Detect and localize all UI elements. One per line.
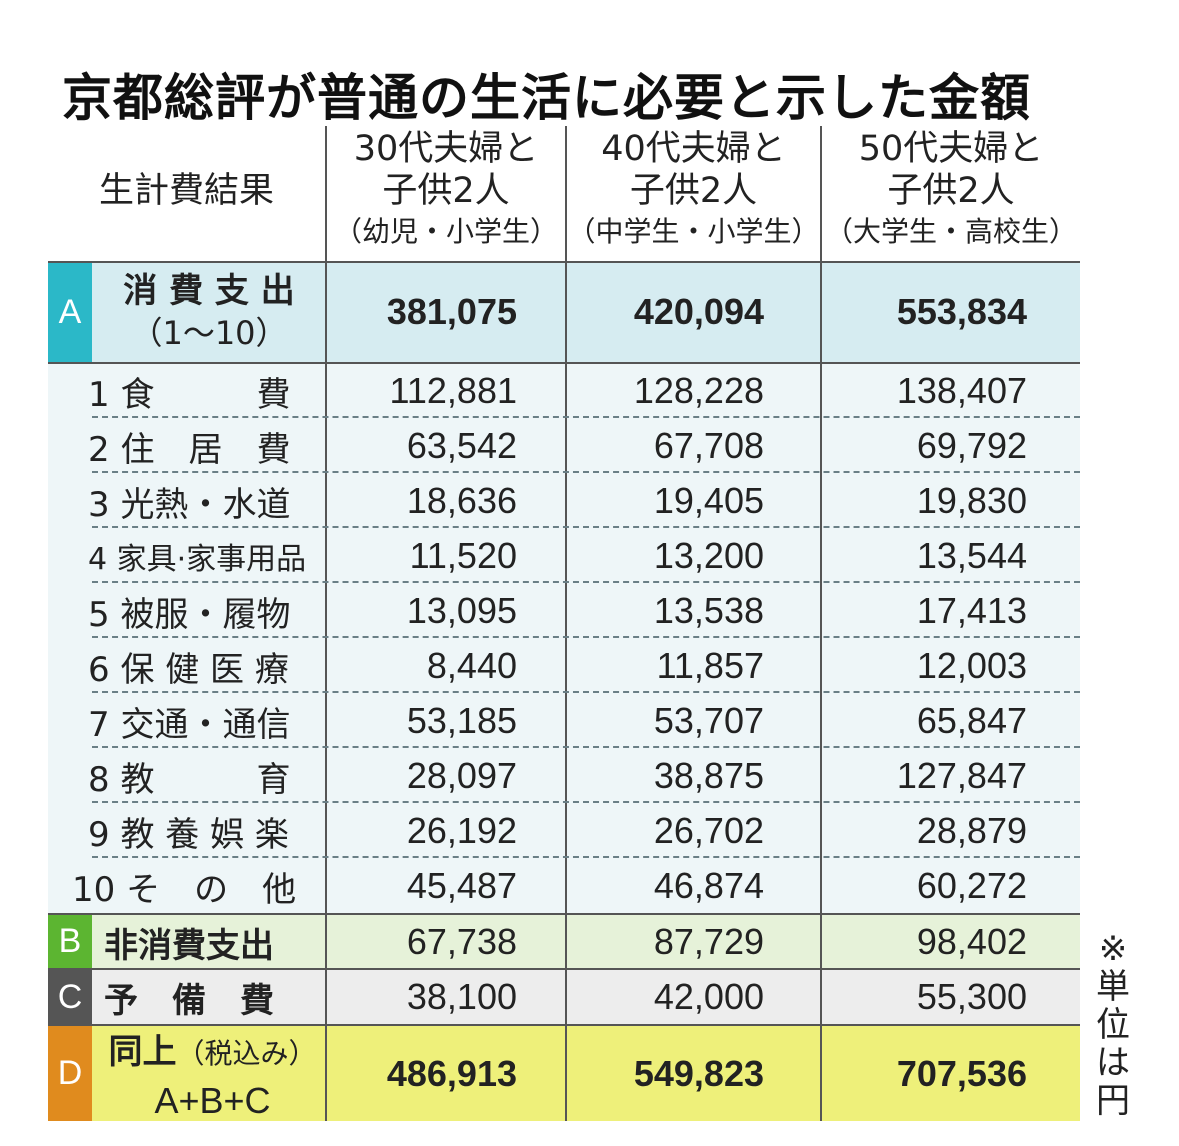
item-value: 26,702: [653, 810, 764, 851]
row-c-value-50s: 55,300: [916, 976, 1027, 1017]
row-d-value-40s: 549,823: [633, 1052, 764, 1094]
row-c-value-30s: 38,100: [406, 976, 517, 1017]
item-value: 53,185: [406, 700, 517, 741]
item-label: 4 家具·家事用品: [88, 542, 307, 577]
item-value: 18,636: [406, 480, 517, 521]
header-col-30s: 30代夫婦と 子供2人 （幼児・小学生）: [333, 129, 558, 248]
row-c-value-40s: 42,000: [653, 976, 764, 1017]
row-a-label: 消 費 支 出 （1〜10）: [123, 271, 295, 352]
item-label: 5 被服・履物: [88, 594, 291, 635]
item-label: 8 教 育: [88, 759, 291, 800]
item-value: 127,847: [896, 755, 1027, 796]
item-label: 7 交通・通信: [88, 704, 291, 745]
item-value: 63,542: [406, 425, 517, 466]
badge-c: C: [48, 970, 92, 1024]
item-value: 112,881: [389, 370, 517, 411]
item-value: 138,407: [896, 370, 1027, 411]
item-value: 60,272: [916, 865, 1027, 906]
header-col-50s: 50代夫婦と 子供2人 （大学生・高校生）: [824, 129, 1077, 248]
badge-d: D: [48, 1026, 92, 1121]
badge-b: B: [48, 914, 92, 968]
item-label: 10 そ の 他: [72, 869, 297, 910]
item-label: 6 保 健 医 療: [88, 649, 289, 690]
row-d-band: [48, 1026, 1080, 1121]
item-value: 13,200: [653, 535, 764, 576]
item-value: 65,847: [916, 700, 1027, 741]
page-title: 京都総評が普通の生活に必要と示した金額: [62, 69, 1031, 127]
budget-table: A B C D 生計費結果 30代夫婦と 子供2人 （幼児・小学生） 40代夫婦…: [48, 126, 1080, 1121]
item-value: 38,875: [653, 755, 764, 796]
row-b-band: [48, 914, 1080, 968]
item-value: 8,440: [426, 645, 517, 686]
row-d-label: 同上（税込み） A+B+C: [108, 1032, 317, 1121]
item-value: 12,003: [916, 645, 1027, 686]
item-value: 28,097: [406, 755, 517, 796]
item-label: 2 住 居 費: [88, 429, 291, 470]
row-d-value-30s: 486,913: [386, 1052, 517, 1094]
items-band: [48, 364, 1080, 914]
row-a-value-40s: 420,094: [633, 291, 764, 332]
item-value: 128,228: [633, 370, 764, 411]
row-a-value-30s: 381,075: [386, 291, 517, 332]
item-value: 11,857: [656, 645, 764, 686]
item-value: 11,520: [409, 535, 517, 576]
item-value: 45,487: [406, 865, 517, 906]
item-value: 17,413: [916, 590, 1027, 631]
row-a-value-50s: 553,834: [896, 291, 1027, 332]
item-value: 46,874: [653, 865, 764, 906]
item-value: 67,708: [653, 425, 764, 466]
unit-note: ※単位は円: [1096, 929, 1130, 1121]
badge-a: A: [48, 262, 92, 362]
item-value: 19,405: [653, 480, 764, 521]
item-value: 26,192: [406, 810, 517, 851]
item-label: 1 食 費: [88, 374, 291, 415]
item-value: 69,792: [916, 425, 1027, 466]
item-label: 9 教 養 娯 楽: [88, 814, 289, 855]
header-col-40s: 40代夫婦と 子供2人 （中学生・小学生）: [567, 129, 820, 248]
row-c-band: [48, 970, 1080, 1024]
item-value: 13,544: [916, 535, 1027, 576]
item-value: 53,707: [653, 700, 764, 741]
item-value: 28,879: [916, 810, 1027, 851]
row-b-value-40s: 87,729: [653, 921, 764, 962]
row-b-value-30s: 67,738: [406, 921, 517, 962]
row-b-value-50s: 98,402: [916, 921, 1027, 962]
row-d-value-50s: 707,536: [896, 1052, 1027, 1094]
item-value: 19,830: [916, 480, 1027, 521]
item-value: 13,538: [653, 590, 764, 631]
row-c-label: 予 備 費: [104, 980, 274, 1021]
item-value: 13,095: [406, 590, 517, 631]
row-b-label: 非消費支出: [104, 925, 274, 966]
header-corner: 生計費結果: [98, 171, 274, 211]
item-label: 3 光熱・水道: [88, 484, 291, 525]
row-a-band: [48, 262, 1080, 362]
